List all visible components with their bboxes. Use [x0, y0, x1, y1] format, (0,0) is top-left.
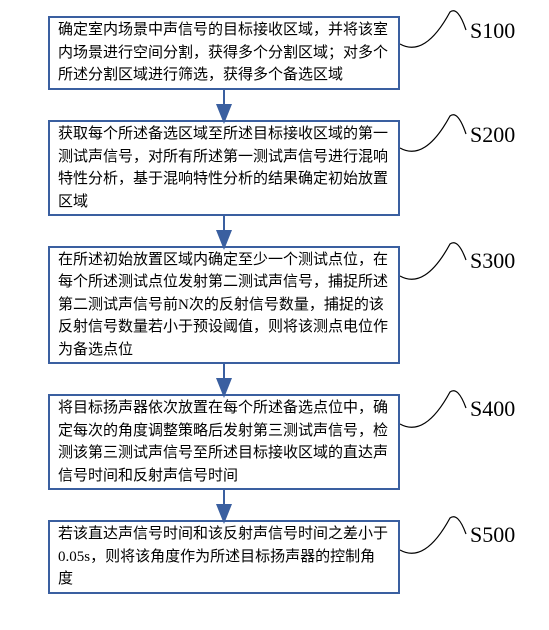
flow-step-s500: 若该直达声信号时间和该反射声信号时间之差小于0.05s，则将该角度作为所述目标扬…: [48, 520, 400, 594]
flow-step-label-s400: S400: [470, 396, 515, 422]
connector-s200: [400, 115, 466, 151]
flowchart-canvas: 确定室内场景中声信号的目标接收区域，并将该室内场景进行空间分割，获得多个分割区域…: [0, 0, 549, 630]
connector-s300: [400, 243, 466, 280]
flow-step-text: 获取每个所述备选区域至所述目标接收区域的第一测试声信号，对所有所述第一测试声信号…: [58, 123, 390, 213]
connector-s100: [400, 11, 466, 47]
flow-step-s400: 将目标扬声器依次放置在每个所述备选点位中，确定每次的角度调整策略后发射第三测试声…: [48, 394, 400, 490]
connector-s500: [400, 517, 466, 554]
flow-step-text: 确定室内场景中声信号的目标接收区域，并将该室内场景进行空间分割，获得多个分割区域…: [58, 19, 390, 87]
flow-step-s200: 获取每个所述备选区域至所述目标接收区域的第一测试声信号，对所有所述第一测试声信号…: [48, 120, 400, 216]
flow-step-text: 将目标扬声器依次放置在每个所述备选点位中，确定每次的角度调整策略后发射第三测试声…: [58, 397, 390, 487]
flow-step-label-s200: S200: [470, 122, 515, 148]
flow-step-text: 在所述初始放置区域内确定至少一个测试点位，在每个所述测试点位发射第二测试声信号，…: [58, 249, 390, 362]
flow-step-label-s500: S500: [470, 522, 515, 548]
flow-step-text: 若该直达声信号时间和该反射声信号时间之差小于0.05s，则将该角度作为所述目标扬…: [58, 523, 390, 591]
flow-step-label-s300: S300: [470, 248, 515, 274]
flow-step-label-s100: S100: [470, 18, 515, 44]
connector-s400: [400, 391, 466, 428]
flow-step-s100: 确定室内场景中声信号的目标接收区域，并将该室内场景进行空间分割，获得多个分割区域…: [48, 16, 400, 90]
flow-step-s300: 在所述初始放置区域内确定至少一个测试点位，在每个所述测试点位发射第二测试声信号，…: [48, 246, 400, 364]
